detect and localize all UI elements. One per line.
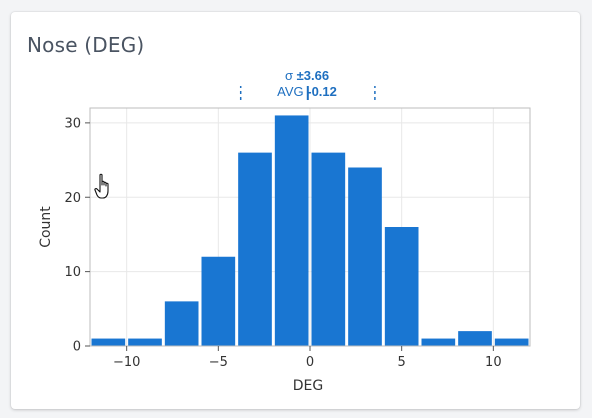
grid: [90, 108, 530, 347]
x-tick-label: −5: [209, 355, 228, 370]
y-tick-label: 0: [73, 340, 81, 355]
sigma-label: σ: [285, 68, 293, 83]
avg-annotation: AVG -0.12: [277, 84, 337, 99]
histogram-bar: [238, 152, 272, 346]
y-tick-label: 10: [64, 265, 81, 280]
histogram-bar: [274, 115, 309, 346]
x-axis-label: DEG: [293, 378, 323, 394]
histogram-bar: [128, 338, 162, 346]
histogram-bar: [311, 152, 346, 346]
histogram-bar: [348, 167, 382, 346]
y-axis-label: Count: [38, 206, 54, 248]
x-tick-label: 0: [306, 355, 314, 370]
sigma-value: ±3.66: [297, 68, 329, 83]
card-title: Nose (DEG): [27, 33, 145, 57]
histogram-bar: [164, 301, 199, 346]
histogram-bar: [421, 338, 456, 346]
x-axis-ticks: −10 −5 0 5 10: [113, 346, 502, 370]
y-tick-label: 30: [64, 116, 81, 131]
stat-markers: [239, 86, 376, 100]
bars: [91, 115, 529, 346]
avg-label: AVG: [277, 84, 304, 99]
histogram-bar: [201, 256, 236, 346]
y-axis-ticks: 0 10 20 30: [64, 116, 90, 355]
hand-pointer-icon: [94, 173, 109, 199]
x-tick-label: 10: [485, 355, 502, 370]
x-tick-label: 5: [398, 355, 406, 370]
x-tick-label: −10: [113, 355, 140, 370]
avg-value: -0.12: [307, 84, 337, 99]
histogram-bar: [384, 227, 419, 346]
histogram-bar: [494, 338, 529, 346]
histogram-bar: [91, 338, 126, 346]
sigma-annotation: σ ±3.66: [285, 68, 329, 83]
y-tick-label: 20: [64, 191, 81, 206]
histogram-bar: [458, 331, 492, 346]
